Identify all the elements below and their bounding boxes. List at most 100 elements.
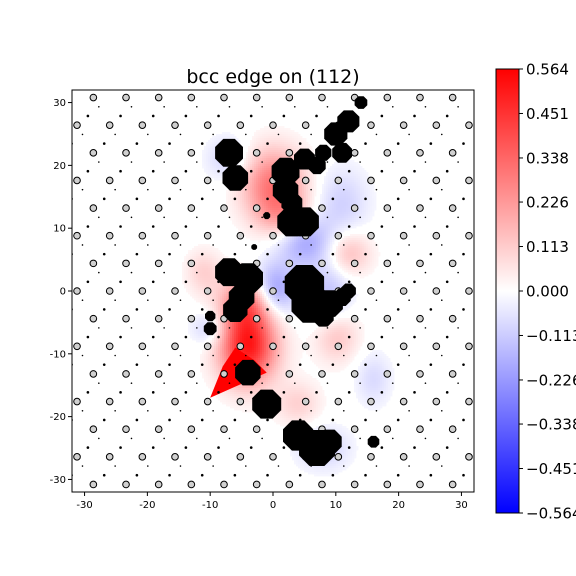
field-cell [256,176,259,179]
field-cell [276,212,279,215]
field-cell [262,168,265,171]
field-cell [196,294,199,297]
field-cell [282,326,285,329]
field-cell [246,338,249,341]
field-cell [222,350,225,353]
field-cell [198,334,201,337]
field-cell [230,198,233,201]
field-cell [266,366,269,369]
field-cell [212,268,215,271]
field-cell [280,386,283,389]
field-cell [266,258,269,261]
field-cell [280,378,283,381]
field-cell [216,312,219,315]
field-cell [274,330,277,333]
field-cell [258,136,261,139]
field-cell [206,320,209,323]
field-cell [202,322,205,325]
field-cell [260,220,263,223]
field-cell [264,368,267,371]
field-cell [240,336,243,339]
field-cell [206,296,209,299]
field-cell [240,330,243,333]
field-cell [220,324,223,327]
field-cell [256,188,259,191]
field-cell [270,324,273,327]
field-cell [226,330,229,333]
field-cell [268,292,271,295]
field-cell [256,332,259,335]
field-cell [252,218,255,221]
field-cell [244,158,247,161]
field-cell [214,360,217,363]
field-cell [206,258,209,261]
field-cell [252,322,255,325]
field-cell [248,206,251,209]
field-cell [254,156,257,159]
field-cell [262,176,265,179]
field-cell [260,212,263,215]
field-cell [208,350,211,353]
field-cell [222,290,225,293]
field-cell [268,356,271,359]
field-cell [280,286,283,289]
field-cell [262,212,265,215]
field-cell [274,302,277,305]
field-cell [282,126,285,129]
field-cell [190,266,193,269]
field-cell [274,150,277,153]
field-cell [202,330,205,333]
field-cell [274,212,277,215]
field-cell [206,162,209,165]
field-cell [202,318,205,321]
field-cell [204,280,207,283]
field-cell [266,230,269,233]
field-cell [184,284,187,287]
field-cell [200,258,203,261]
field-cell [276,356,279,359]
field-cell [264,302,267,305]
field-cell [280,250,283,253]
field-cell [250,206,253,209]
field-cell [208,252,211,255]
field-cell [198,330,201,333]
field-cell [244,320,247,323]
field-cell [280,330,283,333]
field-cell [260,296,263,299]
field-cell [200,332,203,335]
field-cell [202,270,205,273]
field-cell [254,392,257,395]
field-cell [264,342,267,345]
field-cell [194,298,197,301]
field-cell [184,276,187,279]
field-cell [270,338,273,341]
field-cell [254,188,257,191]
field-cell [260,214,263,217]
field-cell [256,304,259,307]
field-cell [252,350,255,353]
field-cell [272,418,275,421]
field-cell [270,184,273,187]
field-cell [214,286,217,289]
field-cell [258,350,261,353]
field-cell [198,282,201,285]
field-cell [240,216,243,219]
field-cell [210,370,213,373]
field-cell [232,346,235,349]
field-cell [216,256,219,259]
field-cell [252,222,255,225]
field-cell [206,306,209,309]
field-cell [266,162,269,165]
field-cell [184,274,187,277]
field-cell [280,260,283,263]
field-cell [254,216,257,219]
field-cell [212,276,215,279]
field-cell [250,230,253,233]
field-cell [196,254,199,257]
field-cell [264,380,267,383]
field-cell [262,172,265,175]
field-cell [226,134,229,137]
field-cell [218,358,221,361]
field-cell [212,290,215,293]
field-cell [212,250,215,253]
